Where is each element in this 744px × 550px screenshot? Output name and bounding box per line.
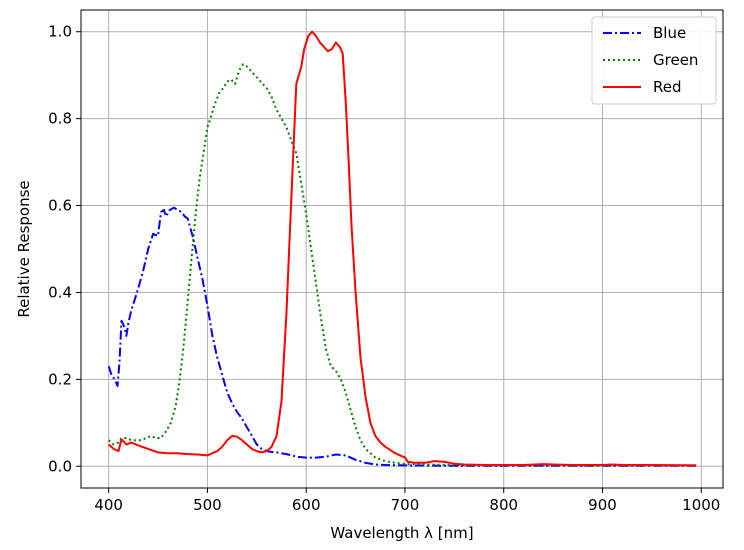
y-tick-label: 0.2 — [48, 370, 72, 388]
y-tick-label: 0.6 — [48, 197, 72, 215]
y-tick-label: 0.4 — [48, 283, 72, 301]
ticks: 400 500 600 700 800 900 1000 0.0 0.2 0.4 0.6 0.8 1.0 — [48, 23, 720, 514]
series-line-green — [108, 63, 697, 467]
plot-frame — [80, 9, 724, 489]
y-tick-label: 1.0 — [48, 23, 72, 41]
series-line-blue — [107, 206, 697, 467]
y-axis-label: Relative Response — [15, 180, 33, 317]
y-tick-label: 0.8 — [48, 110, 72, 128]
x-tick-label: 700 — [391, 496, 420, 514]
x-tick-label: 800 — [489, 496, 518, 514]
x-tick-label: 900 — [588, 496, 617, 514]
legend-label-green: Green — [653, 51, 698, 69]
legend: Blue Green Red — [591, 16, 717, 105]
series-layer — [107, 30, 697, 467]
legend-label-blue: Blue — [653, 24, 686, 42]
x-tick-label: 600 — [292, 496, 321, 514]
x-axis-label: Wavelength λ [nm] — [330, 524, 473, 542]
legend-box — [591, 16, 717, 105]
x-tick-label: 400 — [94, 496, 123, 514]
series-line-red — [108, 30, 697, 467]
x-tick-label: 500 — [193, 496, 222, 514]
x-tick-label: 1000 — [682, 496, 720, 514]
legend-label-red: Red — [653, 78, 682, 96]
y-tick-label: 0.0 — [48, 457, 72, 475]
grid — [81, 10, 723, 488]
